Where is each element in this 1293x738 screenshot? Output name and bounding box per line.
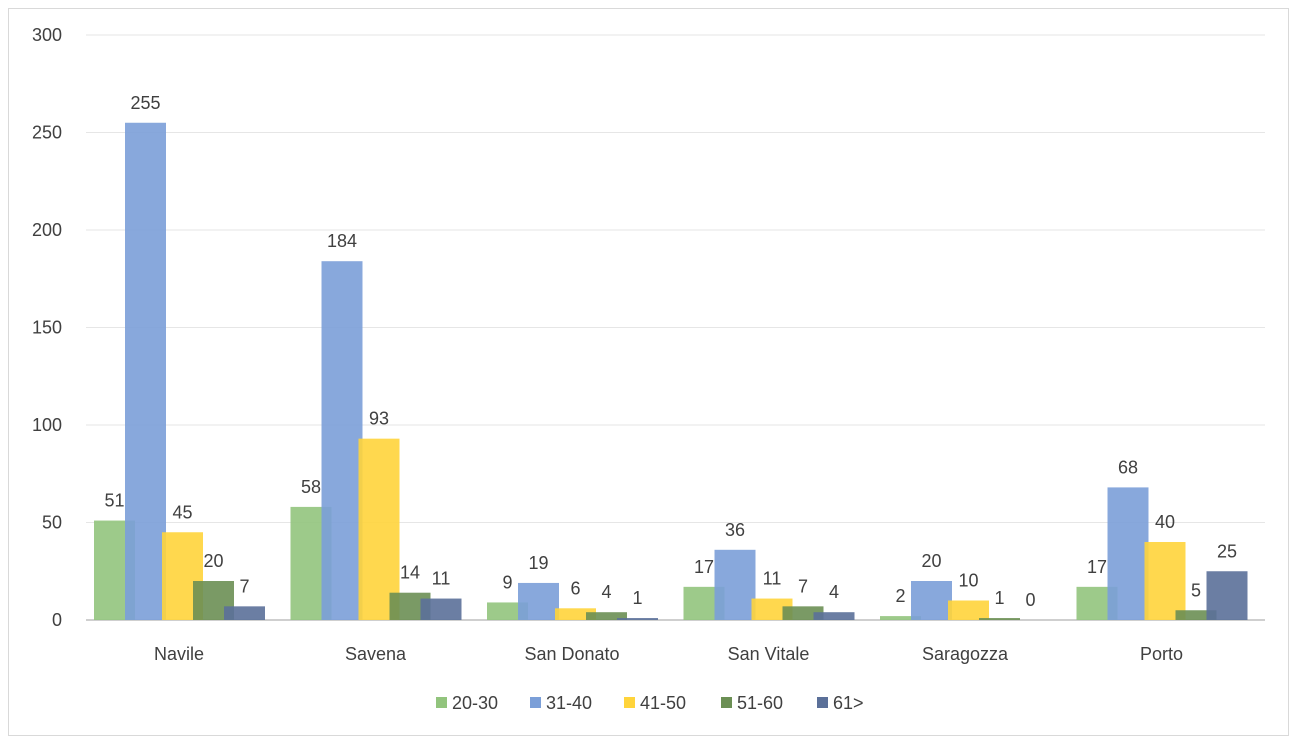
legend-entry: 31-40 xyxy=(546,693,592,713)
data-label: 11 xyxy=(432,569,451,589)
bar-61>-savena xyxy=(420,598,462,620)
bar-20-30-saragozza xyxy=(880,616,921,620)
category-label: Navile xyxy=(154,644,204,664)
y-tick-label: 300 xyxy=(32,25,62,45)
data-label: 7 xyxy=(239,576,249,596)
y-axis-ticks: 0 50 100 150 200 250 300 xyxy=(32,25,62,630)
bar-31-40-navile xyxy=(125,122,166,620)
data-label: 4 xyxy=(601,582,611,602)
data-label: 9 xyxy=(502,572,512,592)
data-label: 5 xyxy=(1191,580,1201,600)
data-label: 1 xyxy=(632,588,642,608)
y-tick-label: 0 xyxy=(52,610,62,630)
data-label: 6 xyxy=(570,578,580,598)
legend-entry: 61> xyxy=(833,693,864,713)
data-label: 20 xyxy=(921,551,941,571)
bar-51-60-porto xyxy=(1175,610,1217,620)
bar-51-60-san-donato xyxy=(586,612,627,620)
data-label: 11 xyxy=(763,569,782,589)
data-label: 0 xyxy=(1025,590,1035,610)
data-label: 25 xyxy=(1217,541,1237,561)
bar-31-40-savena xyxy=(321,261,363,620)
gridlines xyxy=(86,34,1265,621)
legend-swatch xyxy=(436,697,447,708)
legend-entry: 20-30 xyxy=(452,693,498,713)
data-label: 7 xyxy=(798,576,808,596)
data-label: 40 xyxy=(1155,512,1175,532)
y-tick-label: 150 xyxy=(32,318,62,338)
bar-61>-navile xyxy=(224,606,265,620)
data-label: 184 xyxy=(327,231,357,251)
data-label: 51 xyxy=(104,491,124,511)
y-tick-label: 100 xyxy=(32,415,62,435)
legend-swatch xyxy=(624,697,635,708)
data-label: 36 xyxy=(725,520,745,540)
bar-31-40-san-donato xyxy=(518,582,559,620)
bar-41-50-san-donato xyxy=(555,608,596,620)
bar-41-50-saragozza xyxy=(948,600,989,620)
legend-swatch xyxy=(530,697,541,708)
category-label: San Donato xyxy=(524,644,619,664)
x-axis-categories: Navile Savena San Donato San Vitale Saragozz… xyxy=(154,644,1183,664)
data-label: 17 xyxy=(694,557,714,577)
bar-61>-san-vitale xyxy=(813,612,855,620)
y-tick-label: 250 xyxy=(32,123,62,143)
category-label: Savena xyxy=(345,644,407,664)
bars xyxy=(94,122,1248,620)
data-label: 20 xyxy=(203,551,223,571)
legend-swatch xyxy=(817,697,828,708)
data-label: 19 xyxy=(528,553,548,573)
legend-swatch xyxy=(721,697,732,708)
bar-61>-porto xyxy=(1206,571,1248,620)
y-tick-label: 200 xyxy=(32,220,62,240)
category-label: San Vitale xyxy=(728,644,810,664)
bar-31-40-san-vitale xyxy=(714,549,756,620)
data-label: 17 xyxy=(1087,557,1107,577)
category-label: Saragozza xyxy=(922,644,1009,664)
bar-51-60-san-vitale xyxy=(782,606,824,620)
bar-41-50-san-vitale xyxy=(751,598,793,620)
data-label: 255 xyxy=(130,93,160,113)
data-label: 58 xyxy=(301,477,321,497)
bar-61>-san-donato xyxy=(617,618,658,620)
bar-31-40-saragozza xyxy=(911,581,952,620)
data-label: 1 xyxy=(994,588,1004,608)
category-label: Porto xyxy=(1140,644,1183,664)
bar-31-40-porto xyxy=(1107,487,1149,620)
legend-entry: 51-60 xyxy=(737,693,783,713)
bar-51-60-saragozza xyxy=(979,618,1020,620)
data-label: 2 xyxy=(895,586,905,606)
data-label: 14 xyxy=(400,563,420,583)
data-label: 4 xyxy=(829,582,839,602)
legend-entry: 41-50 xyxy=(640,693,686,713)
data-label: 45 xyxy=(172,502,192,522)
y-tick-label: 50 xyxy=(42,513,62,533)
bar-41-50-savena xyxy=(358,438,400,620)
data-label: 10 xyxy=(958,571,978,591)
data-label: 68 xyxy=(1118,457,1138,477)
legend: 20-30 31-40 41-50 51-60 61> xyxy=(436,693,864,713)
bar-20-30-san-donato xyxy=(487,602,528,620)
data-label: 93 xyxy=(369,409,389,429)
bar-41-50-porto xyxy=(1144,542,1186,620)
